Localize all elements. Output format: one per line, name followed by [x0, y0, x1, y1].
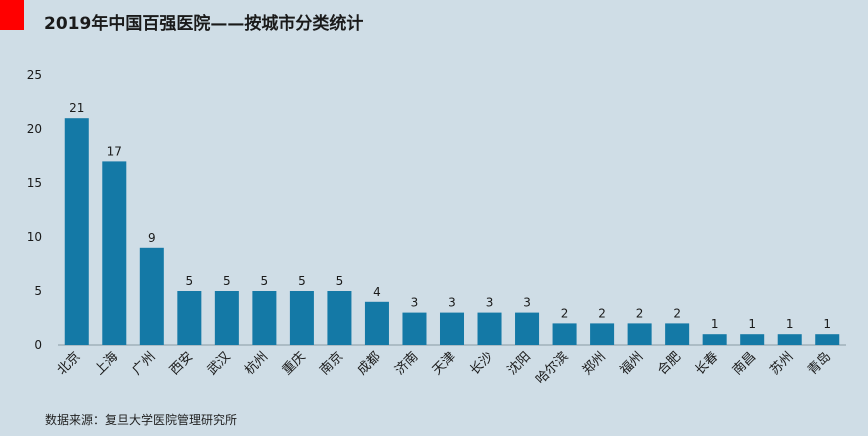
data-source-note: 数据来源：复旦大学医院管理研究所: [45, 413, 238, 427]
bar: [477, 312, 502, 345]
data-label: 1: [748, 317, 756, 331]
bar: [777, 334, 802, 345]
y-tick-label: 15: [27, 176, 42, 190]
y-tick-label: 25: [27, 68, 42, 82]
y-tick-label: 0: [34, 338, 42, 352]
y-tick-label: 5: [34, 284, 42, 298]
x-tick-label: 杭州: [242, 349, 271, 378]
x-tick-label: 郑州: [580, 349, 609, 378]
bar: [815, 334, 840, 345]
x-tick-label: 济南: [392, 349, 422, 379]
data-label: 5: [336, 274, 344, 288]
data-label: 2: [636, 306, 644, 320]
bar: [740, 334, 765, 345]
bar: [214, 291, 239, 345]
data-label: 21: [69, 101, 84, 115]
bar: [177, 291, 202, 345]
bar: [364, 301, 389, 345]
x-tick-label: 上海: [92, 349, 121, 378]
x-tick-label: 长沙: [467, 349, 496, 378]
x-tick-label: 南昌: [729, 349, 759, 379]
x-tick-label: 福州: [617, 349, 646, 378]
bar: [64, 118, 89, 345]
y-tick-label: 20: [27, 122, 42, 136]
x-tick-label: 广州: [130, 349, 159, 378]
x-tick-label: 长春: [692, 349, 721, 378]
bar: [327, 291, 352, 345]
bar: [627, 323, 652, 345]
data-label: 2: [561, 306, 569, 320]
bar: [102, 161, 127, 345]
x-tick-label: 重庆: [279, 349, 309, 379]
x-tick-label: 天津: [430, 349, 459, 378]
data-label: 1: [711, 317, 719, 331]
chart-title: 2019年中国百强医院——按城市分类统计: [44, 14, 364, 34]
bar: [552, 323, 577, 345]
data-label: 3: [448, 296, 456, 310]
x-tick-label: 西安: [167, 349, 196, 378]
data-label: 3: [523, 296, 531, 310]
bar: [590, 323, 615, 345]
x-tick-label: 南京: [317, 349, 347, 379]
x-tick-label: 成都: [355, 349, 384, 378]
data-label: 2: [673, 306, 681, 320]
data-label: 1: [823, 317, 831, 331]
x-tick-label: 武汉: [205, 349, 234, 378]
data-label: 17: [107, 144, 122, 158]
data-label: 4: [373, 285, 381, 299]
data-label: 3: [411, 296, 419, 310]
bar: [702, 334, 727, 345]
bar: [289, 291, 314, 345]
data-label: 5: [298, 274, 306, 288]
bar: [252, 291, 277, 345]
bar: [665, 323, 690, 345]
bar: [402, 312, 427, 345]
y-tick-label: 10: [27, 230, 42, 244]
x-tick-label: 沈阳: [505, 349, 534, 378]
x-tick-label: 哈尔滨: [532, 349, 571, 388]
data-label: 3: [486, 296, 494, 310]
data-label: 9: [148, 231, 156, 245]
data-label: 5: [186, 274, 194, 288]
x-tick-label: 青岛: [804, 349, 834, 379]
bar: [139, 247, 164, 345]
x-tick-label: 合肥: [655, 349, 684, 378]
x-tick-label: 苏州: [767, 349, 797, 379]
data-label: 2: [598, 306, 606, 320]
x-tick-label: 北京: [55, 349, 84, 378]
bar: [515, 312, 540, 345]
data-label: 5: [261, 274, 269, 288]
data-label: 5: [223, 274, 231, 288]
red-accent-mark: [0, 0, 24, 30]
bar: [439, 312, 465, 345]
data-label: 1: [786, 317, 794, 331]
